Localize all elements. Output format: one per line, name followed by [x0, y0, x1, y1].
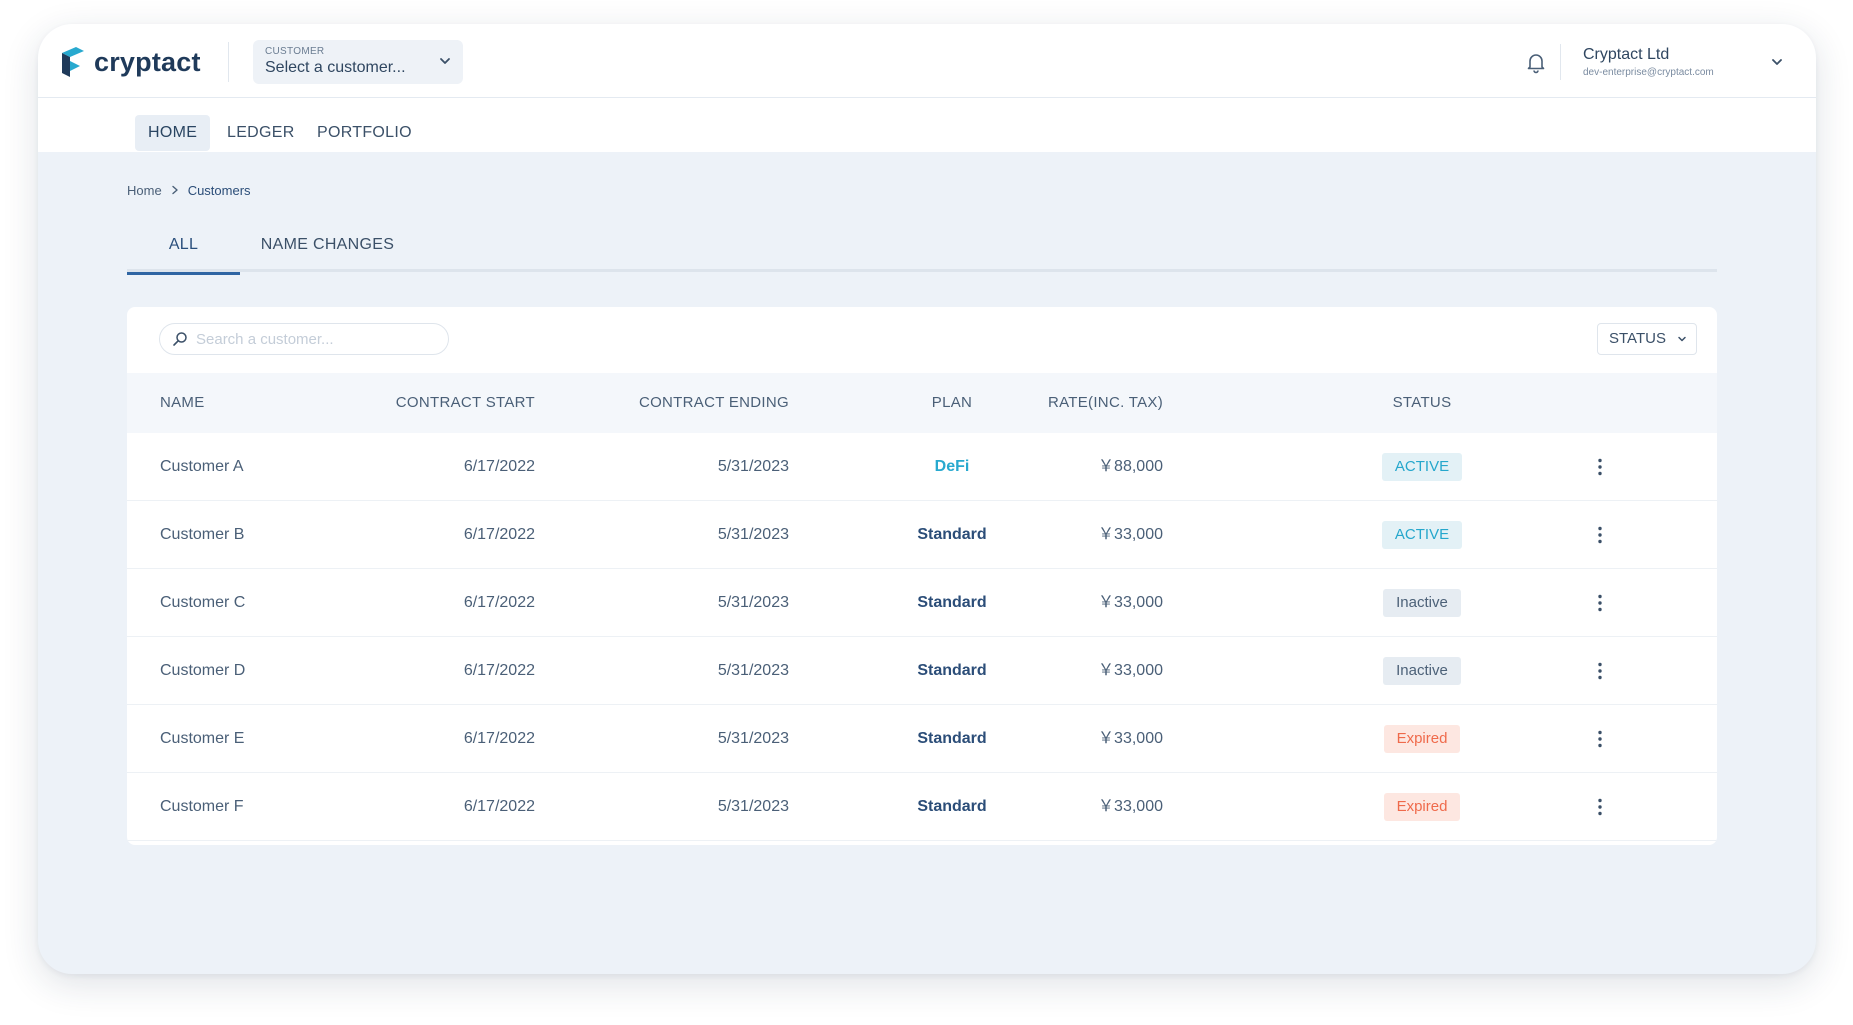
contract-ending: 5/31/2023 — [717, 526, 789, 543]
status-filter-label: STATUS — [1609, 330, 1666, 347]
logo-text: cryptact — [94, 46, 201, 77]
status-badge: Inactive — [1383, 657, 1461, 685]
status-badge: ACTIVE — [1381, 521, 1463, 549]
more-vertical-icon[interactable] — [1586, 589, 1614, 617]
more-vertical-icon[interactable] — [1586, 725, 1614, 753]
breadcrumb-current: Customers — [187, 182, 251, 198]
customer-select-label: CUSTOMER — [265, 46, 325, 57]
contract-start: 6/17/2022 — [463, 594, 535, 611]
breadcrumb-home[interactable]: Home — [127, 182, 162, 198]
status-cell: Inactive — [1327, 569, 1517, 637]
contract-ending: 5/31/2023 — [717, 662, 789, 679]
header-divider — [1560, 44, 1561, 80]
contract-start: 6/17/2022 — [463, 730, 535, 747]
status-badge: Inactive — [1383, 589, 1461, 617]
header-plan[interactable]: PLAN — [931, 394, 973, 411]
contract-start: 6/17/2022 — [463, 662, 535, 679]
more-vertical-icon[interactable] — [1586, 453, 1614, 481]
customer-name: Customer D — [160, 662, 246, 679]
table-row[interactable]: Customer F 6/17/2022 5/31/2023 Standard ￥33,… — [127, 773, 1717, 841]
plan-name: DeFi — [934, 458, 970, 475]
status-badge: Expired — [1383, 793, 1461, 821]
header-contract-start[interactable]: CONTRACT START — [395, 394, 535, 411]
status-cell: Inactive — [1327, 637, 1517, 705]
search-box — [159, 323, 449, 355]
status-badge: ACTIVE — [1381, 453, 1463, 481]
app-window: cryptact CUSTOMER Select a customer... C… — [38, 24, 1816, 974]
nav-ledger[interactable]: LEDGER — [227, 124, 295, 141]
tab-name-changes[interactable]: NAME CHANGES — [260, 236, 395, 253]
bell-icon[interactable] — [1524, 50, 1548, 74]
table-row[interactable]: Customer E 6/17/2022 5/31/2023 Standard ￥33,… — [127, 705, 1717, 773]
more-vertical-icon[interactable] — [1586, 521, 1614, 549]
rate: ￥33,000 — [1098, 798, 1163, 815]
header-contract-ending[interactable]: CONTRACT ENDING — [638, 394, 789, 411]
tab-all[interactable]: ALL — [127, 232, 240, 275]
customer-name: Customer B — [160, 526, 245, 543]
breadcrumb: Home Customers — [127, 180, 251, 200]
logo[interactable]: cryptact — [58, 46, 201, 78]
account-name: Cryptact Ltd — [1583, 46, 1670, 63]
table-row[interactable]: Customer B 6/17/2022 5/31/2023 Standard ￥33,… — [127, 501, 1717, 569]
account-email: dev-enterprise@cryptact.com — [1583, 67, 1714, 78]
contract-ending: 5/31/2023 — [717, 458, 789, 475]
contract-ending: 5/31/2023 — [717, 730, 789, 747]
status-cell: Expired — [1327, 773, 1517, 841]
table-row[interactable]: Customer A 6/17/2022 5/31/2023 DeFi ￥88,000 A… — [127, 433, 1717, 501]
customer-name: Customer A — [160, 458, 244, 475]
contract-start: 6/17/2022 — [463, 458, 535, 475]
status-cell: ACTIVE — [1327, 501, 1517, 569]
search-input[interactable] — [196, 330, 436, 348]
plan-name: Standard — [917, 730, 987, 747]
more-vertical-icon[interactable] — [1586, 657, 1614, 685]
rate: ￥33,000 — [1098, 730, 1163, 747]
nav-portfolio[interactable]: PORTFOLIO — [317, 124, 412, 141]
status-cell: ACTIVE — [1327, 433, 1517, 501]
rate: ￥33,000 — [1098, 594, 1163, 611]
plan-name: Standard — [917, 662, 987, 679]
search-icon — [173, 332, 187, 346]
contract-ending: 5/31/2023 — [717, 594, 789, 611]
plan-name: Standard — [917, 594, 987, 611]
rate: ￥88,000 — [1098, 458, 1163, 475]
customer-select[interactable]: CUSTOMER Select a customer... — [253, 40, 463, 84]
table-row[interactable]: Customer C 6/17/2022 5/31/2023 Standard ￥33,… — [127, 569, 1717, 637]
table-header: NAME CONTRACT START CONTRACT ENDING PLAN… — [127, 373, 1717, 433]
customer-select-value: Select a customer... — [265, 59, 406, 76]
status-filter[interactable]: STATUS — [1597, 323, 1697, 355]
header-name[interactable]: NAME — [160, 394, 205, 411]
customer-name: Customer C — [160, 594, 246, 611]
rate: ￥33,000 — [1098, 662, 1163, 679]
customers-card: STATUS NAME CONTRACT START CONTRACT ENDI… — [127, 307, 1717, 845]
chevron-down-icon — [1772, 59, 1782, 65]
plan-name: Standard — [917, 798, 987, 815]
nav-home[interactable]: HOME — [135, 115, 211, 151]
account-menu[interactable]: Cryptact Ltd dev-enterprise@cryptact.com — [1583, 46, 1783, 80]
chevron-down-icon — [1678, 336, 1686, 342]
status-badge: Expired — [1383, 725, 1461, 753]
customer-tabs: ALL NAME CHANGES — [127, 232, 1717, 275]
table-row[interactable]: Customer D 6/17/2022 5/31/2023 Standard ￥33,… — [127, 637, 1717, 705]
customer-name: Customer F — [160, 798, 244, 815]
contract-ending: 5/31/2023 — [717, 798, 789, 815]
main-nav: HOME LEDGER PORTFOLIO — [38, 98, 1816, 152]
contract-start: 6/17/2022 — [463, 526, 535, 543]
header-divider — [228, 42, 229, 82]
more-vertical-icon[interactable] — [1586, 793, 1614, 821]
cryptact-logo-icon — [62, 47, 84, 77]
chevron-right-icon — [171, 185, 178, 195]
customer-name: Customer E — [160, 730, 245, 747]
top-bar: cryptact CUSTOMER Select a customer... C… — [38, 24, 1816, 98]
contract-start: 6/17/2022 — [463, 798, 535, 815]
chevron-down-icon — [440, 58, 450, 64]
header-status[interactable]: STATUS — [1392, 394, 1452, 411]
header-rate[interactable]: RATE(INC. TAX) — [1047, 394, 1163, 411]
rate: ￥33,000 — [1098, 526, 1163, 543]
status-cell: Expired — [1327, 705, 1517, 773]
plan-name: Standard — [917, 526, 987, 543]
